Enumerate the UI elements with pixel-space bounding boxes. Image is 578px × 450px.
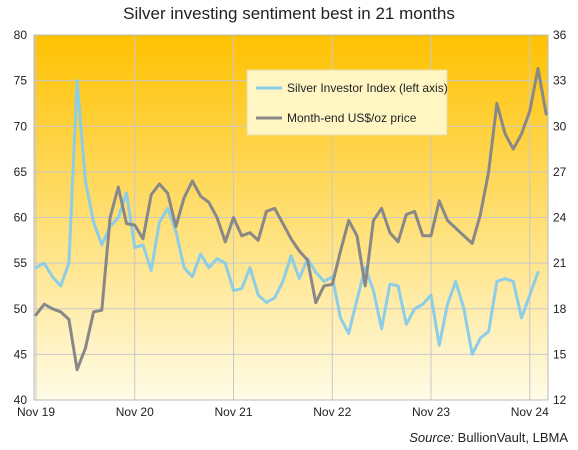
right-axis: 12 15 18 21 24 27 30 33 36 (553, 28, 567, 407)
left-tick-label: 80 (14, 28, 28, 42)
left-tick-label: 50 (14, 302, 28, 316)
x-tick-label: Nov 22 (313, 405, 351, 419)
x-tick-label: Nov 20 (116, 405, 154, 419)
right-tick-label: 36 (553, 28, 567, 42)
source-label: Source: (409, 430, 455, 445)
legend: Silver Investor Index (left axis) Month-… (246, 69, 448, 136)
legend-label-silver-price: Month-end US$/oz price (287, 111, 417, 125)
x-tick-label: Nov 23 (412, 405, 450, 419)
source-note: Source: BullionVault, LBMA (409, 430, 568, 445)
left-axis: 40 45 50 55 60 65 70 75 80 (14, 28, 28, 407)
series-line-silver-price (34, 67, 548, 372)
source-text: BullionVault, LBMA (457, 430, 568, 445)
left-tick-label: 60 (14, 211, 28, 225)
legend-label-silver-index: Silver Investor Index (left axis) (287, 81, 448, 95)
left-tick-label: 45 (14, 347, 28, 361)
left-tick-label: 40 (14, 393, 28, 407)
x-tick-label: Nov 24 (511, 405, 549, 419)
x-tick-label: Nov 19 (17, 405, 55, 419)
right-tick-label: 15 (553, 347, 567, 361)
right-tick-label: 33 (553, 74, 567, 88)
series-line-silver-index (34, 79, 540, 356)
series-lines (34, 67, 548, 372)
chart-title: Silver investing sentiment best in 21 mo… (123, 4, 455, 23)
left-tick-label: 55 (14, 256, 28, 270)
right-tick-label: 12 (553, 393, 567, 407)
right-tick-label: 30 (553, 119, 567, 133)
right-tick-label: 27 (553, 165, 567, 179)
plot-border (33, 34, 549, 401)
x-tick-label: Nov 21 (214, 405, 252, 419)
legend-box (246, 69, 448, 136)
right-tick-label: 18 (553, 302, 567, 316)
left-tick-label: 75 (14, 74, 28, 88)
x-axis: Nov 19 Nov 20 Nov 21 Nov 22 Nov 23 Nov 24 (17, 405, 549, 419)
left-tick-label: 70 (14, 119, 28, 133)
right-tick-label: 24 (553, 211, 567, 225)
left-tick-label: 65 (14, 165, 28, 179)
right-tick-label: 21 (553, 256, 567, 270)
